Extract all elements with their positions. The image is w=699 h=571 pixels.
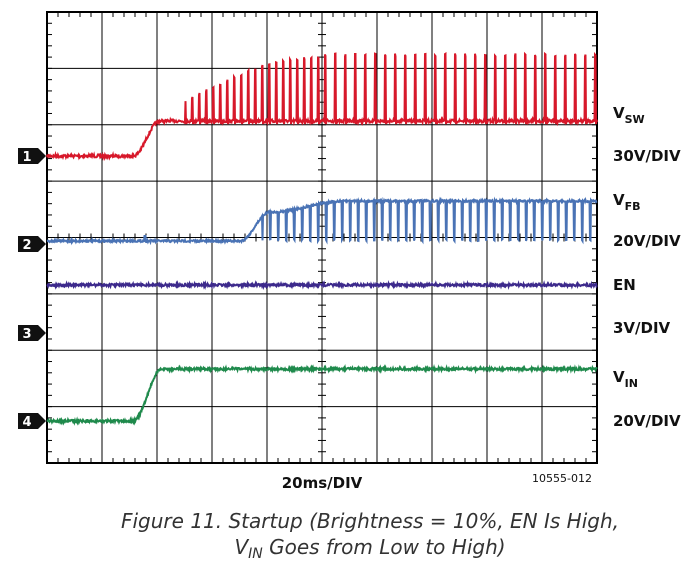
channel-label: EN [613,276,636,294]
channel-number: 3 [22,327,31,342]
label-subscript: IN [625,377,638,390]
vin-trace [46,363,598,426]
figure-id: 10555-012 [532,472,592,485]
channel-label: VFB [613,191,641,213]
channel-marker [18,413,46,429]
en-trace [46,279,598,291]
vfb-trace [46,196,598,246]
channel-label: VIN [613,368,638,390]
caption-rest: Goes from Low to High) [263,535,506,559]
caption-symbol: V [234,535,249,559]
channel-number: 4 [22,415,31,430]
vsw-trace [46,51,598,162]
grid [46,11,598,464]
channel-label: VSW [613,104,645,126]
channel-scale: 30V/DIV [613,147,681,165]
label-symbol: V [613,368,625,386]
caption-line2: VIN Goes from Low to High) [234,535,505,562]
channel-markers: 1 2 3 4 [18,148,46,430]
caption-line1: Figure 11. Startup (Brightness = 10%, EN… [121,509,619,533]
label-subscript: SW [625,113,645,126]
caption-subscript: IN [248,546,263,562]
timebase: 20ms/DIV [282,474,363,492]
channel-number: 2 [22,238,31,253]
channel-scale: 20V/DIV [613,232,681,250]
label-symbol: V [613,191,625,209]
channel-marker [18,325,46,341]
channel-scale: 3V/DIV [613,319,671,337]
channel-marker [18,236,46,252]
channel-marker [18,148,46,164]
label-symbol: EN [613,276,636,294]
channel-number: 1 [22,150,31,165]
channel-scale: 20V/DIV [613,412,681,430]
waveforms [46,51,598,426]
label-subscript: FB [625,200,641,213]
label-symbol: V [613,104,625,122]
